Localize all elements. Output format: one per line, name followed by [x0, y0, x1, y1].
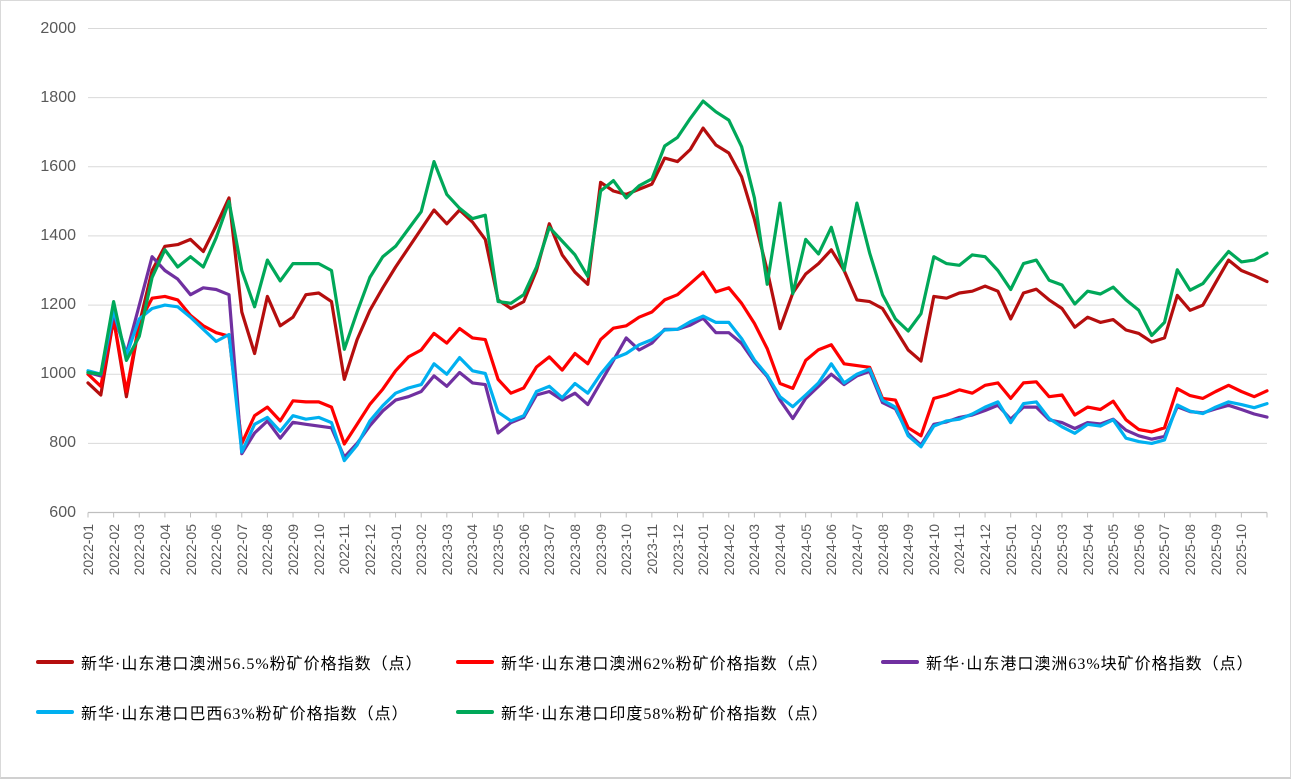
x-tick-label-2024-08: 2024-08: [874, 524, 891, 576]
x-tick-label-2022-09: 2022-09: [285, 524, 302, 576]
legend-line-marker-dark-red: [36, 660, 74, 664]
x-tick-label-2024-01: 2024-01: [695, 524, 712, 576]
x-tick-label-2025-10: 2025-10: [1233, 524, 1250, 576]
x-tick-label-2024-02: 2024-02: [720, 524, 737, 576]
x-tick-label-2025-09: 2025-09: [1207, 524, 1224, 576]
x-tick-label-2025-06: 2025-06: [1130, 524, 1147, 576]
y-tick-label-1800: 1800: [40, 88, 76, 106]
series-line-1: [86, 270, 1269, 446]
x-tick-label-2024-11: 2024-11: [951, 524, 968, 575]
x-tick-label-2023-04: 2023-04: [464, 524, 481, 576]
x-tick-label-2023-08: 2023-08: [566, 524, 583, 576]
x-tick-label-2023-06: 2023-06: [515, 524, 532, 576]
x-tick-label-2025-07: 2025-07: [1156, 524, 1173, 576]
legend-item-au-62-fines: 新华·山东港口澳洲62%粉矿价格指数（点）: [456, 651, 829, 673]
x-tick-label-2022-11: 2022-11: [336, 524, 353, 575]
x-tick-label-2022-05: 2022-05: [182, 524, 199, 576]
x-tick-label-2022-06: 2022-06: [208, 524, 225, 576]
legend-label: 新华·山东港口印度58%粉矿价格指数（点）: [501, 706, 829, 723]
legend-label: 新华·山东港口澳洲56.5%粉矿价格指数（点）: [81, 656, 423, 673]
x-tick-label-2023-01: 2023-01: [387, 524, 404, 576]
x-tick-label-2022-12: 2022-12: [361, 524, 378, 576]
x-tick-label-2022-03: 2022-03: [131, 524, 148, 576]
x-tick-label-2025-05: 2025-05: [1105, 524, 1122, 576]
series-line-2: [86, 255, 1269, 459]
y-tick-label-1600: 1600: [40, 157, 76, 175]
x-tick-label-2023-09: 2023-09: [592, 524, 609, 576]
x-tick-label-2024-07: 2024-07: [848, 524, 865, 576]
line-chart-canvas: [86, 28, 1269, 518]
x-tick-label-2022-10: 2022-10: [310, 524, 327, 576]
x-tick-label-2024-09: 2024-09: [900, 524, 917, 576]
x-tick-label-2025-01: 2025-01: [1002, 524, 1019, 576]
y-tick-label-2000: 2000: [40, 19, 76, 37]
x-tick-label-2022-01: 2022-01: [80, 524, 96, 576]
x-tick-label-2025-03: 2025-03: [1053, 524, 1070, 576]
x-tick-label-2024-12: 2024-12: [977, 524, 994, 576]
legend-label: 新华·山东港口澳洲62%粉矿价格指数（点）: [501, 656, 829, 673]
legend-label: 新华·山东港口澳洲63%块矿价格指数（点）: [926, 656, 1254, 673]
x-tick-label-2023-07: 2023-07: [541, 524, 558, 576]
series-line-0: [86, 126, 1269, 399]
x-tick-label-2023-02: 2023-02: [413, 524, 430, 576]
x-tick-label-2024-10: 2024-10: [925, 524, 942, 576]
x-tick-label-2025-04: 2025-04: [1079, 524, 1096, 576]
x-tick-label-2023-12: 2023-12: [669, 524, 686, 576]
legend-line-marker-blue: [36, 710, 74, 714]
legend-line-marker-purple: [881, 660, 919, 664]
legend-item-au-56-5-fines: 新华·山东港口澳洲56.5%粉矿价格指数（点）: [36, 651, 423, 673]
x-tick-label-2025-08: 2025-08: [1182, 524, 1199, 576]
y-tick-label-1200: 1200: [40, 296, 76, 314]
x-tick-label-2022-07: 2022-07: [233, 524, 250, 576]
x-tick-label-2023-11: 2023-11: [643, 524, 660, 575]
x-tick-label-2022-04: 2022-04: [156, 524, 173, 576]
series-line-4: [86, 99, 1269, 376]
x-tick-label-2024-03: 2024-03: [746, 524, 763, 576]
x-tick-label-2022-08: 2022-08: [259, 524, 276, 576]
x-tick-label-2023-03: 2023-03: [438, 524, 455, 576]
legend-item-in-58-fines: 新华·山东港口印度58%粉矿价格指数（点）: [456, 701, 829, 723]
x-tick-label-2023-10: 2023-10: [618, 524, 635, 576]
x-tick-label-2024-04: 2024-04: [772, 524, 789, 576]
y-tick-label-800: 800: [49, 434, 76, 452]
x-tick-label-2025-02: 2025-02: [1028, 524, 1045, 576]
x-tick-label-2024-06: 2024-06: [823, 524, 840, 576]
x-tick-label-2023-05: 2023-05: [490, 524, 507, 576]
legend-label: 新华·山东港口巴西63%粉矿价格指数（点）: [81, 706, 409, 723]
y-tick-label-1000: 1000: [40, 365, 76, 383]
legend-item-au-63-lump: 新华·山东港口澳洲63%块矿价格指数（点）: [881, 651, 1254, 673]
legend-item-br-63-fines: 新华·山东港口巴西63%粉矿价格指数（点）: [36, 701, 409, 723]
legend-line-marker-red: [456, 660, 494, 664]
x-tick-label-2024-05: 2024-05: [797, 524, 814, 576]
y-tick-label-600: 600: [49, 503, 76, 521]
x-tick-label-2022-02: 2022-02: [105, 524, 122, 576]
y-tick-label-1400: 1400: [40, 226, 76, 244]
legend-line-marker-green: [456, 710, 494, 714]
series-line-3: [86, 303, 1269, 463]
